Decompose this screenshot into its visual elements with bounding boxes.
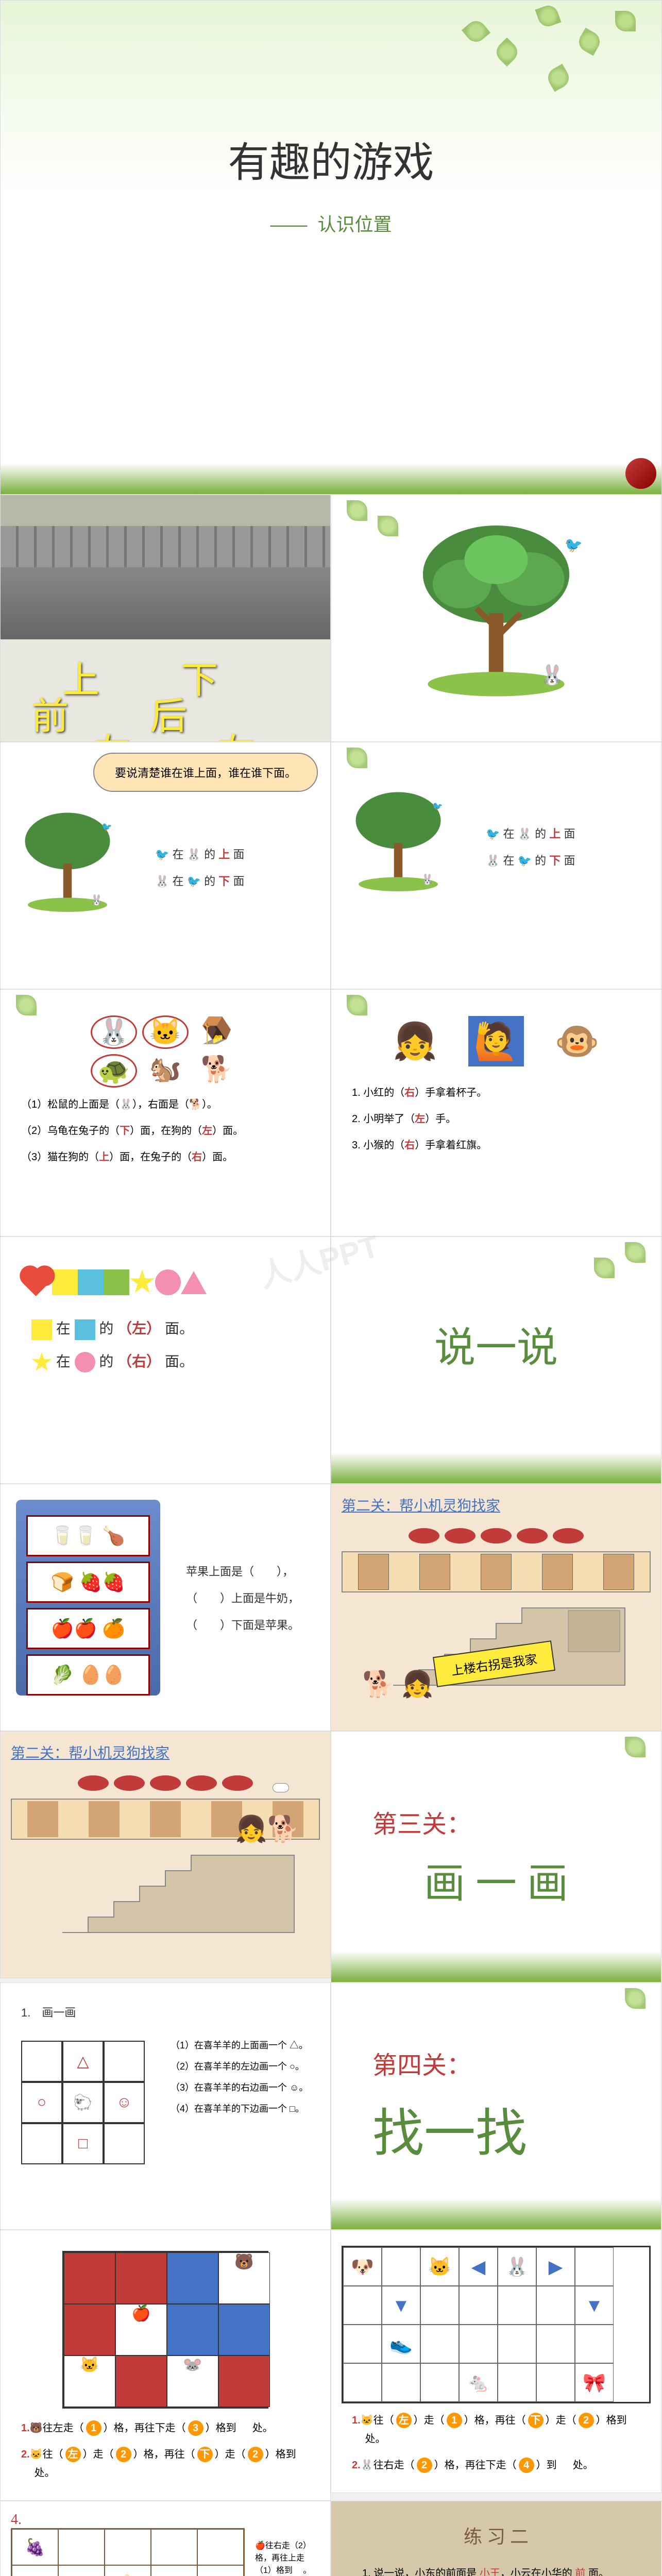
svg-text:🐰: 🐰 [540,664,564,686]
slide-tree-text: 🐦 🐰 🐦 在 🐰 的 上 面 🐰 在 🐦 的 下 面 [331,742,661,989]
line-down2: 🐰 在 🐦 的 下 面 [486,852,575,868]
slide-arrowgrid: 🐶🐱◀🐰▶ ▼▼ 👟 🐁🎀 1.🐱往（左）走（1）格，再往（下）走（2）格到 处… [331,2230,661,2493]
svg-text:🐰: 🐰 [90,894,103,906]
color-grid: 🐻 🍎 🐱🐭 [62,2251,268,2409]
slide-stairs1: 第二关：帮小机灵狗找家 5-5 5-6 5-7 5-8 5-9 上楼右拐是我家 … [331,1484,661,1731]
star-icon [129,1269,155,1295]
slide-bridge: 上 下 前 后 左 右 [0,495,331,742]
blue-square-icon [78,1269,104,1295]
slide-shapes: 在 的 （左） 面。 在 的 （右） 面。 [0,1236,331,1484]
arrow-grid: 🐶🐱◀🐰▶ ▼▼ 👟 🐁🎀 [342,2246,651,2403]
q3: （3）猫在狗的（上）面，在兔子的（右）面。 [21,1148,310,1166]
slide-colorgrid: 🐻 🍎 🐱🐭 1.🐻往左走（1）格，再往下走（3）格到 处。 2.🐱往（左）走（… [0,2230,331,2501]
door-56: 5-6 [445,1528,476,1544]
level2-title2: 第二关：帮小机灵狗找家 [11,1742,320,1762]
level2-title: 第二关：帮小机灵狗找家 [342,1495,651,1515]
grid3x3: △ ○🐑☺ □ [21,2041,145,2164]
ag-line2: 2.🐰往右走（2）格，再往下走（4）到 处。 [352,2456,640,2475]
slide-tree-bubble: 要说清楚谁在谁上面，谁在谁下面。 🐦 🐰 🐦 在 🐰 的 上 面 🐰 在 🐦 的… [0,742,331,989]
title-slide: 有趣的游戏 认识位置 [0,0,662,495]
grid-q2: （2）在喜羊羊的左边画一个 ○。 [171,2059,308,2073]
thanks-bubble: 谢谢！ [273,1783,289,1792]
door-59: 5-9 [553,1528,584,1544]
slide-practice: 练 习 二 1. 说一说，小东的前面是 小王，小云在小华的 前 面。 🧒👦👧🧒👦… [331,2501,661,2576]
slide-talk: 说一说 [331,1236,661,1484]
level4-title: 找一找 [372,2081,620,2166]
svg-text:🐦: 🐦 [101,823,112,832]
line-up: 🐦 在 🐰 的 上 面 [155,845,244,862]
slide-fruitgrid: 4. 🍇 🍌 🍎 🍐🍇 🍎往右走（2）格，再往上走（1）格到 。 🍌往左走（2）… [0,2501,331,2576]
pink-circle-icon [155,1269,181,1295]
grid-q1: （1）在喜羊羊的上面画一个 △。 [171,2038,308,2052]
hand-q2: 2. 小明举了（左）手。 [352,1110,640,1128]
pos-back: 后 [150,686,187,740]
slide-draw: 第三关： 画 一 画 [331,1731,661,1982]
pink-triangle-icon [181,1271,207,1294]
q1: （1）松鼠的上面是（🐰），右面是（🐕）。 [21,1095,310,1114]
slide-tree: 🐦 🐰 [331,495,661,742]
pos-left: 左 [93,722,130,742]
pos-front: 前 [31,686,69,740]
practice-line: 1. 说一说，小东的前面是 小王，小云在小华的 前 面。 [362,2564,630,2576]
shape-line1: 在 的 （左） 面。 [31,1317,299,1340]
pos-right: 右 [217,722,254,742]
slide-fridge: 🥛🥛 🍗 🍞 🍓🍓 🍎🍎 🍊 🥬 🥚🥚 苹果上面是（ ）， （ ）上面是牛奶， … [0,1484,331,1731]
slide-hands: 👧 🙋 🐵 1. 小红的（右）手拿着杯子。 2. 小明举了（左）手。 3. 小猴… [331,989,661,1236]
cg-line1: 1.🐻往左走（1）格，再往下走（3）格到 处。 [21,2419,310,2437]
svg-text:🐰: 🐰 [421,874,434,886]
slide-animals-grid: 🐰 🐱 🪤 🐢 🐿️ 🐕 （1）松鼠的上面是（🐰），右面是（🐕）。 （2）乌龟在… [0,989,331,1236]
fruit-t1: 🍎往右走（2）格，再往上走（1）格到 。 [255,2538,320,2575]
fruit-grid: 🍇 🍌 🍎 🍐🍇 [11,2528,245,2576]
subtitle: 认识位置 [270,210,392,236]
slide-grid3: 1. 画一画 △ ○🐑☺ □ （1）在喜羊羊的上面画一个 △。 （2）在喜羊羊的… [0,1982,331,2230]
fridge-q2: （ ）上面是牛奶， [186,1589,299,1606]
speech-bubble: 要说清楚谁在谁上面，谁在谁下面。 [93,753,318,792]
door-57: 5-7 [481,1528,512,1544]
door-55: 5-5 [409,1528,439,1544]
yellow-square-icon [52,1269,78,1295]
stairs2-icon [11,1840,320,1943]
hand-q3: 3. 小猴的（右）手拿着红旗。 [352,1136,640,1155]
cg-line2: 2.🐱往（左）走（2）格，再往（下）走（2）格到 处。 [21,2445,310,2482]
heart-icon [23,1268,50,1296]
fridge-q1: 苹果上面是（ ）， [186,1563,299,1579]
main-title: 有趣的游戏 [1,129,661,189]
green-square-icon [104,1269,129,1295]
practice-header: 练 习 二 [352,2522,640,2549]
fridge-q3: （ ）下面是苹果。 [186,1616,299,1633]
grid-q4: （4）在喜羊羊的下边画一个 □。 [171,2102,308,2115]
door-58: 5-8 [517,1528,548,1544]
level3-title: 画 一 画 [372,1840,620,1910]
line-down: 🐰 在 🐦 的 下 面 [155,872,244,889]
svg-text:🐦: 🐦 [565,537,583,553]
logo-icon [625,458,656,489]
leaf-decoration [455,1,661,104]
slide-stairs2: 第二关：帮小机灵狗找家 5-5 5-6 5-7 5-8 5-9 谢谢！ 👧🐕 [0,1731,331,1978]
fridge-icon: 🥛🥛 🍗 🍞 🍓🍓 🍎🍎 🍊 🥬 🥚🥚 [16,1500,160,1696]
grid-q3: （3）在喜羊羊的右边画一个 ☺。 [171,2080,308,2094]
ag-line1: 1.🐱往（左）走（1）格，再往（下）走（2）格到 处。 [352,2411,640,2448]
line-up2: 🐦 在 🐰 的 上 面 [486,825,575,841]
q2: （2）乌龟在兔子的（下）面，在狗的（左）面。 [21,1122,310,1140]
tree-small-icon: 🐦 🐰 [11,804,124,918]
s18-num: 4. [11,2512,320,2528]
draw-header: 1. 画一画 [21,2004,310,2020]
slide-find: 第四关： 找一找 [331,1982,661,2230]
shape-line2: 在 的 （右） 面。 [31,1350,299,1373]
